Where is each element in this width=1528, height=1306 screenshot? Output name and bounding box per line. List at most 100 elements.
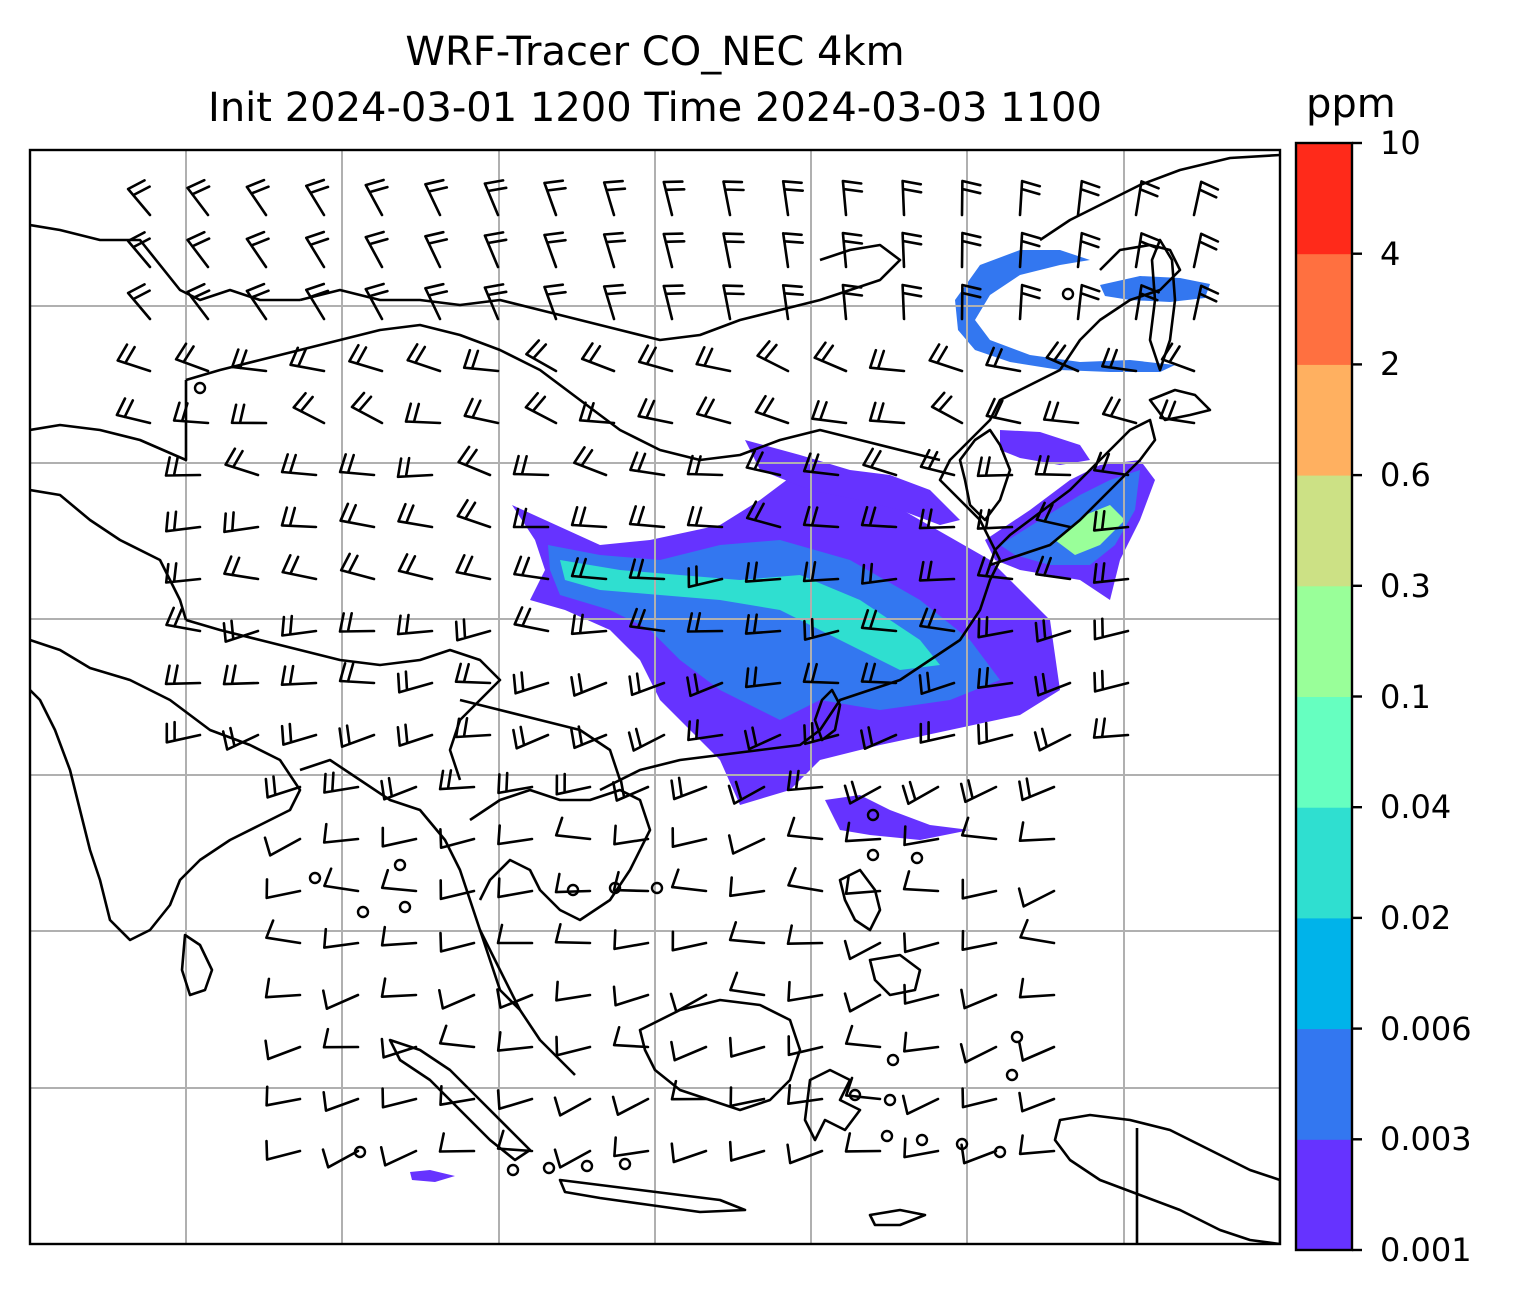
wind-barb <box>116 343 152 373</box>
wind-barb <box>803 617 840 641</box>
wind-barb <box>901 231 923 269</box>
wind-barb <box>1018 179 1042 217</box>
wind-barb <box>727 834 766 855</box>
wind-barb <box>350 391 384 425</box>
plume-swirl <box>955 250 1175 372</box>
wind-barb <box>781 180 804 217</box>
wind-barb <box>1092 510 1130 532</box>
wind-barb <box>602 231 627 269</box>
wind-barb <box>381 1087 418 1109</box>
colorbar-segment <box>1296 1028 1352 1140</box>
wind-barb <box>396 456 434 479</box>
wind-barb <box>1092 717 1130 739</box>
wind-barb <box>380 977 418 998</box>
wind-barb <box>786 769 824 792</box>
wind-barb <box>868 401 906 425</box>
wind-barb <box>438 1132 476 1153</box>
wind-barb <box>960 179 982 217</box>
wind-barb <box>901 179 923 217</box>
wind-barb <box>729 1086 766 1108</box>
wind-barb <box>745 500 782 529</box>
wind-barb <box>686 612 724 633</box>
wind-barb <box>1017 887 1056 908</box>
coast-java <box>558 1178 747 1214</box>
wind-barb <box>380 1037 418 1059</box>
wind-barb <box>628 505 666 529</box>
wind-barb <box>977 666 1014 689</box>
wind-barb <box>844 821 882 843</box>
coast-sulawesi <box>803 1068 862 1142</box>
wind-barb <box>728 1036 766 1058</box>
wind-barb <box>977 616 1014 639</box>
wind-barb <box>1134 232 1160 269</box>
wind-barb <box>612 1026 650 1049</box>
wind-barb <box>602 179 627 217</box>
wind-barb <box>497 771 534 795</box>
wind-barb <box>570 725 608 750</box>
map-title-line-1: WRF-Tracer CO_NEC 4km <box>405 29 905 75</box>
wind-barb <box>496 1089 534 1111</box>
wind-barb <box>439 828 476 849</box>
wind-barb <box>512 725 550 750</box>
border-west <box>30 380 188 462</box>
wind-barb <box>265 919 302 945</box>
wind-barb <box>580 342 616 373</box>
wind-barb <box>555 1035 592 1057</box>
wind-barb <box>902 870 940 893</box>
wind-barb <box>786 924 824 945</box>
colorbar-tick-label: 0.006 <box>1380 1009 1472 1048</box>
wind-barb <box>338 612 376 633</box>
wind-barb <box>961 878 998 900</box>
wind-barb <box>496 988 534 1009</box>
wind-barb <box>754 394 790 425</box>
wind-barb <box>264 977 302 999</box>
wind-barb <box>629 607 666 633</box>
wind-barb <box>613 929 650 951</box>
wind-barb <box>1018 231 1042 269</box>
wind-barb <box>280 722 318 746</box>
wind-barb <box>786 1143 824 1165</box>
wind-barb <box>686 454 724 477</box>
wind-barb <box>513 555 550 581</box>
wind-barb <box>305 282 330 321</box>
wind-barb <box>322 1091 360 1112</box>
wind-barb <box>918 671 956 695</box>
wind-barb <box>496 1031 534 1052</box>
wind-barb <box>543 283 567 321</box>
calm-wind-marker <box>910 851 924 865</box>
plume-java <box>410 1170 455 1182</box>
wind-barb <box>339 552 376 581</box>
wind-barb <box>280 506 318 529</box>
map-frame <box>28 148 1282 1246</box>
wind-barb <box>786 816 824 841</box>
wind-barb <box>637 398 674 425</box>
colorbar-tick-label: 0.3 <box>1380 566 1431 605</box>
wind-barb <box>554 816 592 841</box>
wind-barb <box>439 931 476 953</box>
wind-barb <box>985 397 1022 425</box>
coast-korea <box>958 428 1012 522</box>
wind-barb <box>280 664 318 686</box>
wind-barb <box>729 876 766 898</box>
coast-luzon <box>838 868 882 932</box>
wind-barb <box>321 1148 360 1169</box>
wind-barb <box>722 180 745 217</box>
wind-barb <box>483 283 508 321</box>
calm-wind-marker <box>848 1088 862 1102</box>
wind-barb <box>1018 977 1056 999</box>
wind-barb <box>976 556 1014 581</box>
wind-barb <box>570 557 608 581</box>
wind-barb <box>1035 555 1072 581</box>
wind-barb <box>1033 727 1072 752</box>
calm-wind-marker <box>608 881 622 895</box>
wind-barb <box>1159 399 1196 425</box>
wind-barb <box>281 554 318 581</box>
wind-barb <box>787 980 824 1002</box>
wind-barb <box>976 456 1014 478</box>
wind-barb <box>901 283 923 321</box>
wind-barb <box>115 397 152 425</box>
wind-barb <box>305 230 330 269</box>
wind-barb <box>662 232 686 269</box>
wind-barb <box>722 284 745 321</box>
wind-barb <box>861 562 898 585</box>
